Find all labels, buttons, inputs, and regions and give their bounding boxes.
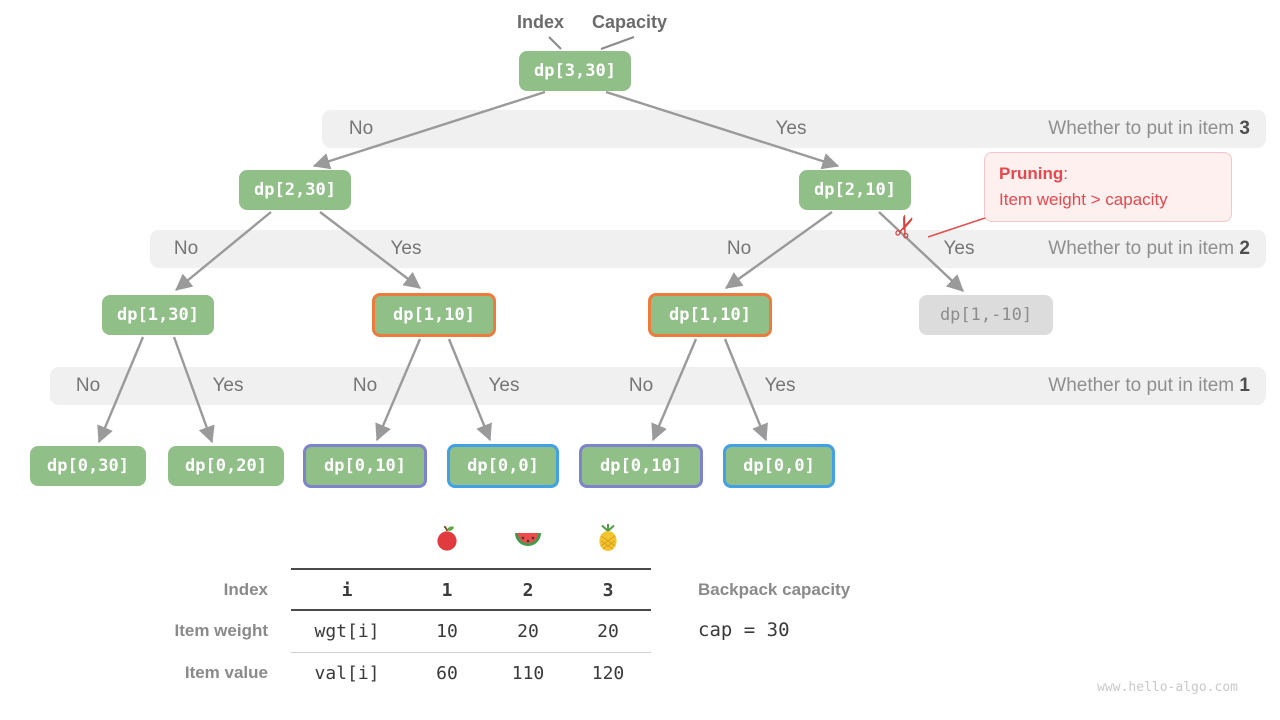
- pruning-text: Item weight > capacity: [999, 190, 1168, 209]
- node-dp-3-30: dp[3,30]: [519, 51, 631, 91]
- table-cell: 110: [511, 663, 545, 684]
- node-dp-2-10: dp[2,10]: [799, 170, 911, 210]
- band-question-item-number: 3: [1239, 118, 1250, 139]
- branch-label-no: No: [173, 238, 199, 259]
- site-watermark: www.hello-algo.com: [1097, 680, 1238, 695]
- branch-label-no: No: [726, 238, 752, 259]
- band-question-item-number: 1: [1239, 375, 1250, 396]
- node-dp-1-10-left: dp[1,10]: [372, 293, 496, 337]
- band-question-item-1: Whether to put in item 1: [1048, 375, 1250, 397]
- watermelon-icon: [513, 519, 543, 555]
- decision-band-item-3: No Yes Whether to put in item 3: [322, 110, 1266, 148]
- table-cell: 20: [517, 621, 539, 642]
- table-cell: wgt[i]: [314, 621, 380, 642]
- table-cell: 1: [441, 580, 453, 601]
- node-dp-1-10-right: dp[1,10]: [648, 293, 772, 337]
- table-cell: 120: [591, 663, 625, 684]
- table-cell: 60: [436, 663, 458, 684]
- branch-label-no: No: [348, 118, 374, 139]
- table-cell: 2: [522, 580, 534, 601]
- branch-label-yes: Yes: [212, 375, 244, 396]
- table-cell: 3: [602, 580, 614, 601]
- backpack-capacity-value: cap = 30: [698, 619, 790, 641]
- pineapple-icon: [596, 522, 620, 557]
- table-cell: val[i]: [314, 663, 380, 684]
- band-question-item-2: Whether to put in item 2: [1048, 238, 1250, 260]
- table-cell: 10: [436, 621, 458, 642]
- table-cell: 20: [597, 621, 619, 642]
- pruning-title: Pruning: [999, 164, 1064, 183]
- table-rule-middle: [291, 652, 651, 653]
- band-question-text: Whether to put in item: [1048, 238, 1240, 259]
- table-cell: i: [341, 580, 353, 601]
- branch-label-yes: Yes: [764, 375, 796, 396]
- capacity-pointer-label: Capacity: [592, 12, 668, 32]
- node-dp-0-20: dp[0,20]: [168, 446, 284, 486]
- table-row-header-index: Index: [223, 580, 268, 599]
- branch-label-yes: Yes: [775, 118, 807, 139]
- branch-label-no: No: [352, 375, 378, 396]
- pruning-title-line: Pruning:: [999, 161, 1217, 187]
- node-dp-0-10-right: dp[0,10]: [579, 444, 703, 488]
- table-row-header-weight: Item weight: [174, 621, 268, 640]
- branch-label-no: No: [75, 375, 101, 396]
- decision-band-item-2: No Yes No Yes Whether to put in item 2: [150, 230, 1266, 268]
- backpack-capacity-label: Backpack capacity: [698, 580, 851, 599]
- decision-band-item-1: No Yes No Yes No Yes Whether to put in i…: [50, 367, 1266, 405]
- table-rule-top: [291, 568, 651, 570]
- index-pointer-label: Index: [517, 12, 565, 32]
- pruning-colon: :: [1063, 164, 1068, 183]
- branch-label-yes: Yes: [390, 238, 422, 259]
- node-dp-0-0-right: dp[0,0]: [723, 444, 835, 488]
- branch-label-yes: Yes: [488, 375, 520, 396]
- node-dp-2-30: dp[2,30]: [239, 170, 351, 210]
- table-rule-under-header: [291, 609, 651, 611]
- band-question-text: Whether to put in item: [1048, 118, 1240, 139]
- table-row-header-value: Item value: [184, 663, 268, 682]
- apple-icon: [434, 524, 460, 557]
- band-question-item-3: Whether to put in item 3: [1048, 118, 1250, 140]
- band-question-item-number: 2: [1239, 238, 1250, 259]
- node-dp-1-30: dp[1,30]: [102, 295, 214, 335]
- branch-label-no: No: [628, 375, 654, 396]
- pruning-callout: Pruning: Item weight > capacity: [984, 152, 1232, 222]
- branch-label-yes: Yes: [943, 238, 975, 259]
- header-pointer-lines: [548, 36, 635, 50]
- node-dp-1-neg10: dp[1,-10]: [919, 295, 1053, 335]
- node-dp-0-0-left: dp[0,0]: [447, 444, 559, 488]
- band-question-text: Whether to put in item: [1048, 375, 1240, 396]
- node-dp-0-10-left: dp[0,10]: [303, 444, 427, 488]
- node-dp-0-30: dp[0,30]: [30, 446, 146, 486]
